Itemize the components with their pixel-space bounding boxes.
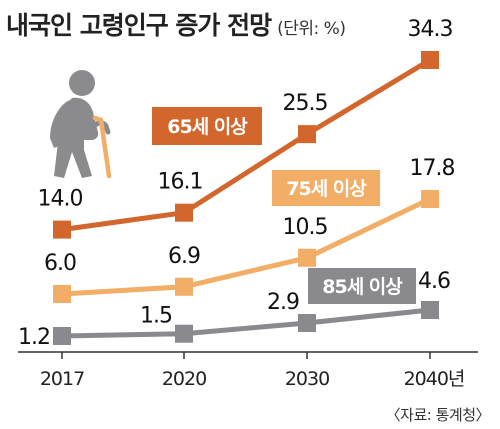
- series-85: 1.2 1.5 2.9 4.6 85세 이상: [18, 268, 451, 350]
- elderly-person-with-cane-icon: [50, 70, 112, 179]
- data-point: [421, 190, 439, 208]
- series-name-badge: [272, 170, 380, 206]
- data-point: [298, 314, 316, 332]
- data-label: 16.1: [158, 170, 203, 195]
- title-block: 내국인 고령인구 증가 전망 (단위: %): [6, 6, 346, 42]
- series-layer: 14.0 16.1 25.5 34.3 65세 이상 6.0 6.9 10.5 17.8 75세 …: [18, 17, 455, 350]
- data-point: [53, 220, 71, 239]
- data-label: 2.9: [267, 290, 299, 315]
- data-point: [175, 277, 193, 296]
- data-label: 1.5: [140, 304, 172, 329]
- data-label: 34.3: [408, 17, 453, 42]
- series-name-label: 75세 이상: [286, 178, 367, 200]
- series-name-badge: [152, 107, 262, 145]
- data-point: [53, 285, 71, 303]
- series-line: [61, 57, 432, 233]
- series-65: 14.0 16.1 25.5 34.3 65세 이상: [38, 17, 453, 239]
- series-line: [61, 196, 432, 297]
- data-point: [53, 327, 71, 345]
- series-name-label: 65세 이상: [167, 116, 248, 138]
- series-name-badge: [308, 268, 416, 304]
- x-tick-label: 2030: [285, 368, 329, 390]
- data-label: 1.2: [18, 325, 50, 350]
- series-line: [61, 307, 431, 339]
- data-point: [298, 125, 316, 144]
- unit-label: (단위: %): [277, 19, 346, 39]
- source-note: 〈자료: 통계청〉: [385, 406, 491, 424]
- data-point: [175, 324, 193, 343]
- data-point: [421, 301, 439, 319]
- data-label: 6.9: [168, 244, 200, 269]
- data-label: 25.5: [283, 91, 328, 116]
- series-75: 6.0 6.9 10.5 17.8 75세 이상: [44, 156, 455, 303]
- x-tick-label: 2040년: [404, 368, 465, 390]
- series-name-label: 85세 이상: [322, 276, 403, 298]
- data-point: [421, 51, 439, 69]
- data-label: 10.5: [283, 215, 328, 240]
- data-label: 17.8: [410, 156, 455, 181]
- data-label: 4.6: [418, 269, 450, 294]
- x-tick-label: 2020: [162, 368, 206, 390]
- x-axis: 2017 2020 2030 2040년: [18, 351, 478, 390]
- data-label: 14.0: [38, 187, 83, 212]
- data-label: 6.0: [44, 251, 76, 276]
- data-point: [175, 203, 193, 222]
- data-point: [298, 248, 316, 267]
- chart-title: 내국인 고령인구 증가 전망: [6, 11, 272, 40]
- x-tick-label: 2017: [40, 368, 84, 390]
